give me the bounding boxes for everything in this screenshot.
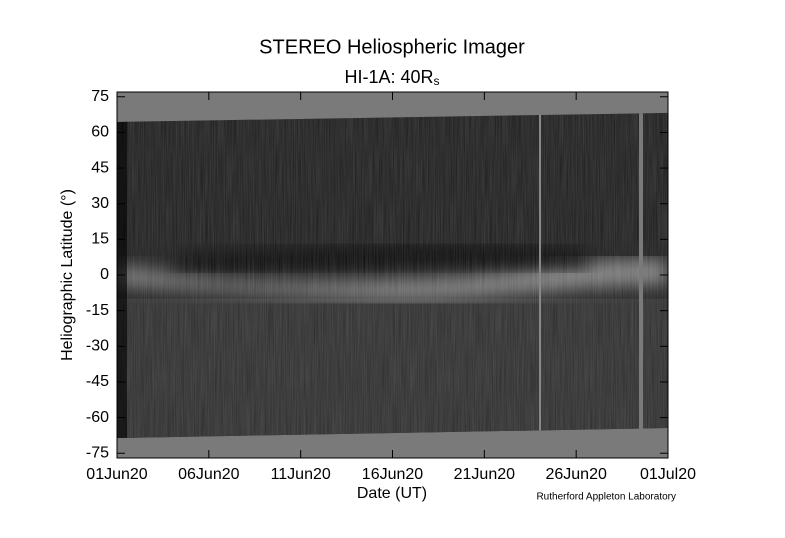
x-tick-label: 16Jun20 — [362, 466, 423, 483]
x-tick-label: 21Jun20 — [454, 466, 515, 483]
subtitle-text: HI-1A: 40R — [344, 67, 433, 87]
y-tick-label: -15 — [86, 302, 109, 319]
y-tick-label: 0 — [100, 266, 109, 283]
image-region — [117, 112, 668, 439]
x-tick-label: 06Jun20 — [178, 466, 239, 483]
x-tick-label: 11Jun20 — [271, 466, 331, 483]
x-tick-label: 01Jul20 — [640, 466, 696, 483]
chart-title: STEREO Heliospheric Imager — [259, 36, 525, 58]
data-gap — [539, 112, 541, 439]
subtitle-subscript: s — [434, 74, 440, 88]
x-axis-label: Date (UT) — [357, 485, 427, 502]
y-tick-label: 75 — [91, 88, 109, 105]
x-tick-label: 01Jun20 — [86, 466, 147, 483]
image-grain — [117, 112, 668, 439]
y-tick-label: -45 — [86, 373, 109, 390]
y-tick-label: -75 — [86, 444, 109, 461]
y-tick-label: 15 — [91, 231, 109, 248]
y-tick-label: -30 — [86, 338, 109, 355]
plot-area — [117, 92, 668, 458]
y-axis-label: Heliographic Latitude (°) — [59, 189, 76, 361]
y-tick-label: 45 — [91, 159, 109, 176]
credit: Rutherford Appleton Laboratory — [536, 492, 676, 503]
y-tick-label: 60 — [91, 124, 109, 141]
x-tick-label: 26Jun20 — [545, 466, 606, 483]
data-gap — [639, 112, 643, 439]
y-tick-label: 30 — [91, 195, 109, 212]
y-tick-label: -60 — [86, 409, 109, 426]
chart-subtitle: HI-1A: 40Rs — [344, 67, 439, 88]
